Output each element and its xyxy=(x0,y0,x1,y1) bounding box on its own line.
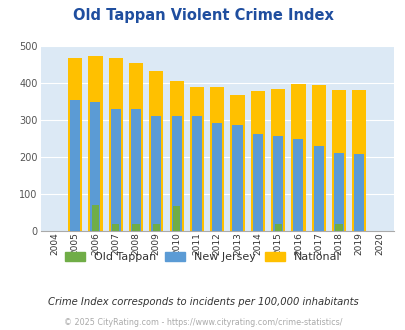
Bar xyxy=(169,81,183,231)
Bar xyxy=(130,109,141,231)
Bar xyxy=(173,206,180,231)
Bar xyxy=(273,136,283,231)
Bar xyxy=(252,134,262,231)
Bar xyxy=(88,56,102,231)
Bar xyxy=(250,91,264,231)
Bar xyxy=(352,90,366,231)
Text: Old Tappan Violent Crime Index: Old Tappan Violent Crime Index xyxy=(72,8,333,23)
Bar xyxy=(151,116,161,231)
Text: Crime Index corresponds to incidents per 100,000 inhabitants: Crime Index corresponds to incidents per… xyxy=(47,297,358,307)
Legend: Old Tappan, New Jersey, National: Old Tappan, New Jersey, National xyxy=(61,248,344,267)
Bar xyxy=(333,153,343,231)
Bar xyxy=(353,154,364,231)
Bar xyxy=(149,71,163,231)
Bar xyxy=(212,123,222,231)
Bar xyxy=(230,95,244,231)
Bar xyxy=(109,58,122,231)
Bar xyxy=(311,85,325,231)
Bar xyxy=(291,83,305,231)
Bar xyxy=(292,139,303,231)
Bar xyxy=(90,102,100,231)
Bar xyxy=(271,89,284,231)
Bar xyxy=(335,224,342,231)
Bar xyxy=(110,109,121,231)
Bar xyxy=(192,116,202,231)
Bar xyxy=(171,116,181,231)
Bar xyxy=(189,87,203,231)
Bar xyxy=(132,224,139,231)
Bar xyxy=(152,224,160,231)
Bar xyxy=(331,90,345,231)
Bar xyxy=(313,146,323,231)
Bar xyxy=(68,58,82,231)
Text: © 2025 CityRating.com - https://www.cityrating.com/crime-statistics/: © 2025 CityRating.com - https://www.city… xyxy=(64,318,341,327)
Bar xyxy=(232,124,242,231)
Bar xyxy=(274,224,281,231)
Bar xyxy=(210,87,224,231)
Bar xyxy=(129,63,143,231)
Bar xyxy=(112,224,119,231)
Bar xyxy=(70,100,80,231)
Bar xyxy=(92,205,99,231)
